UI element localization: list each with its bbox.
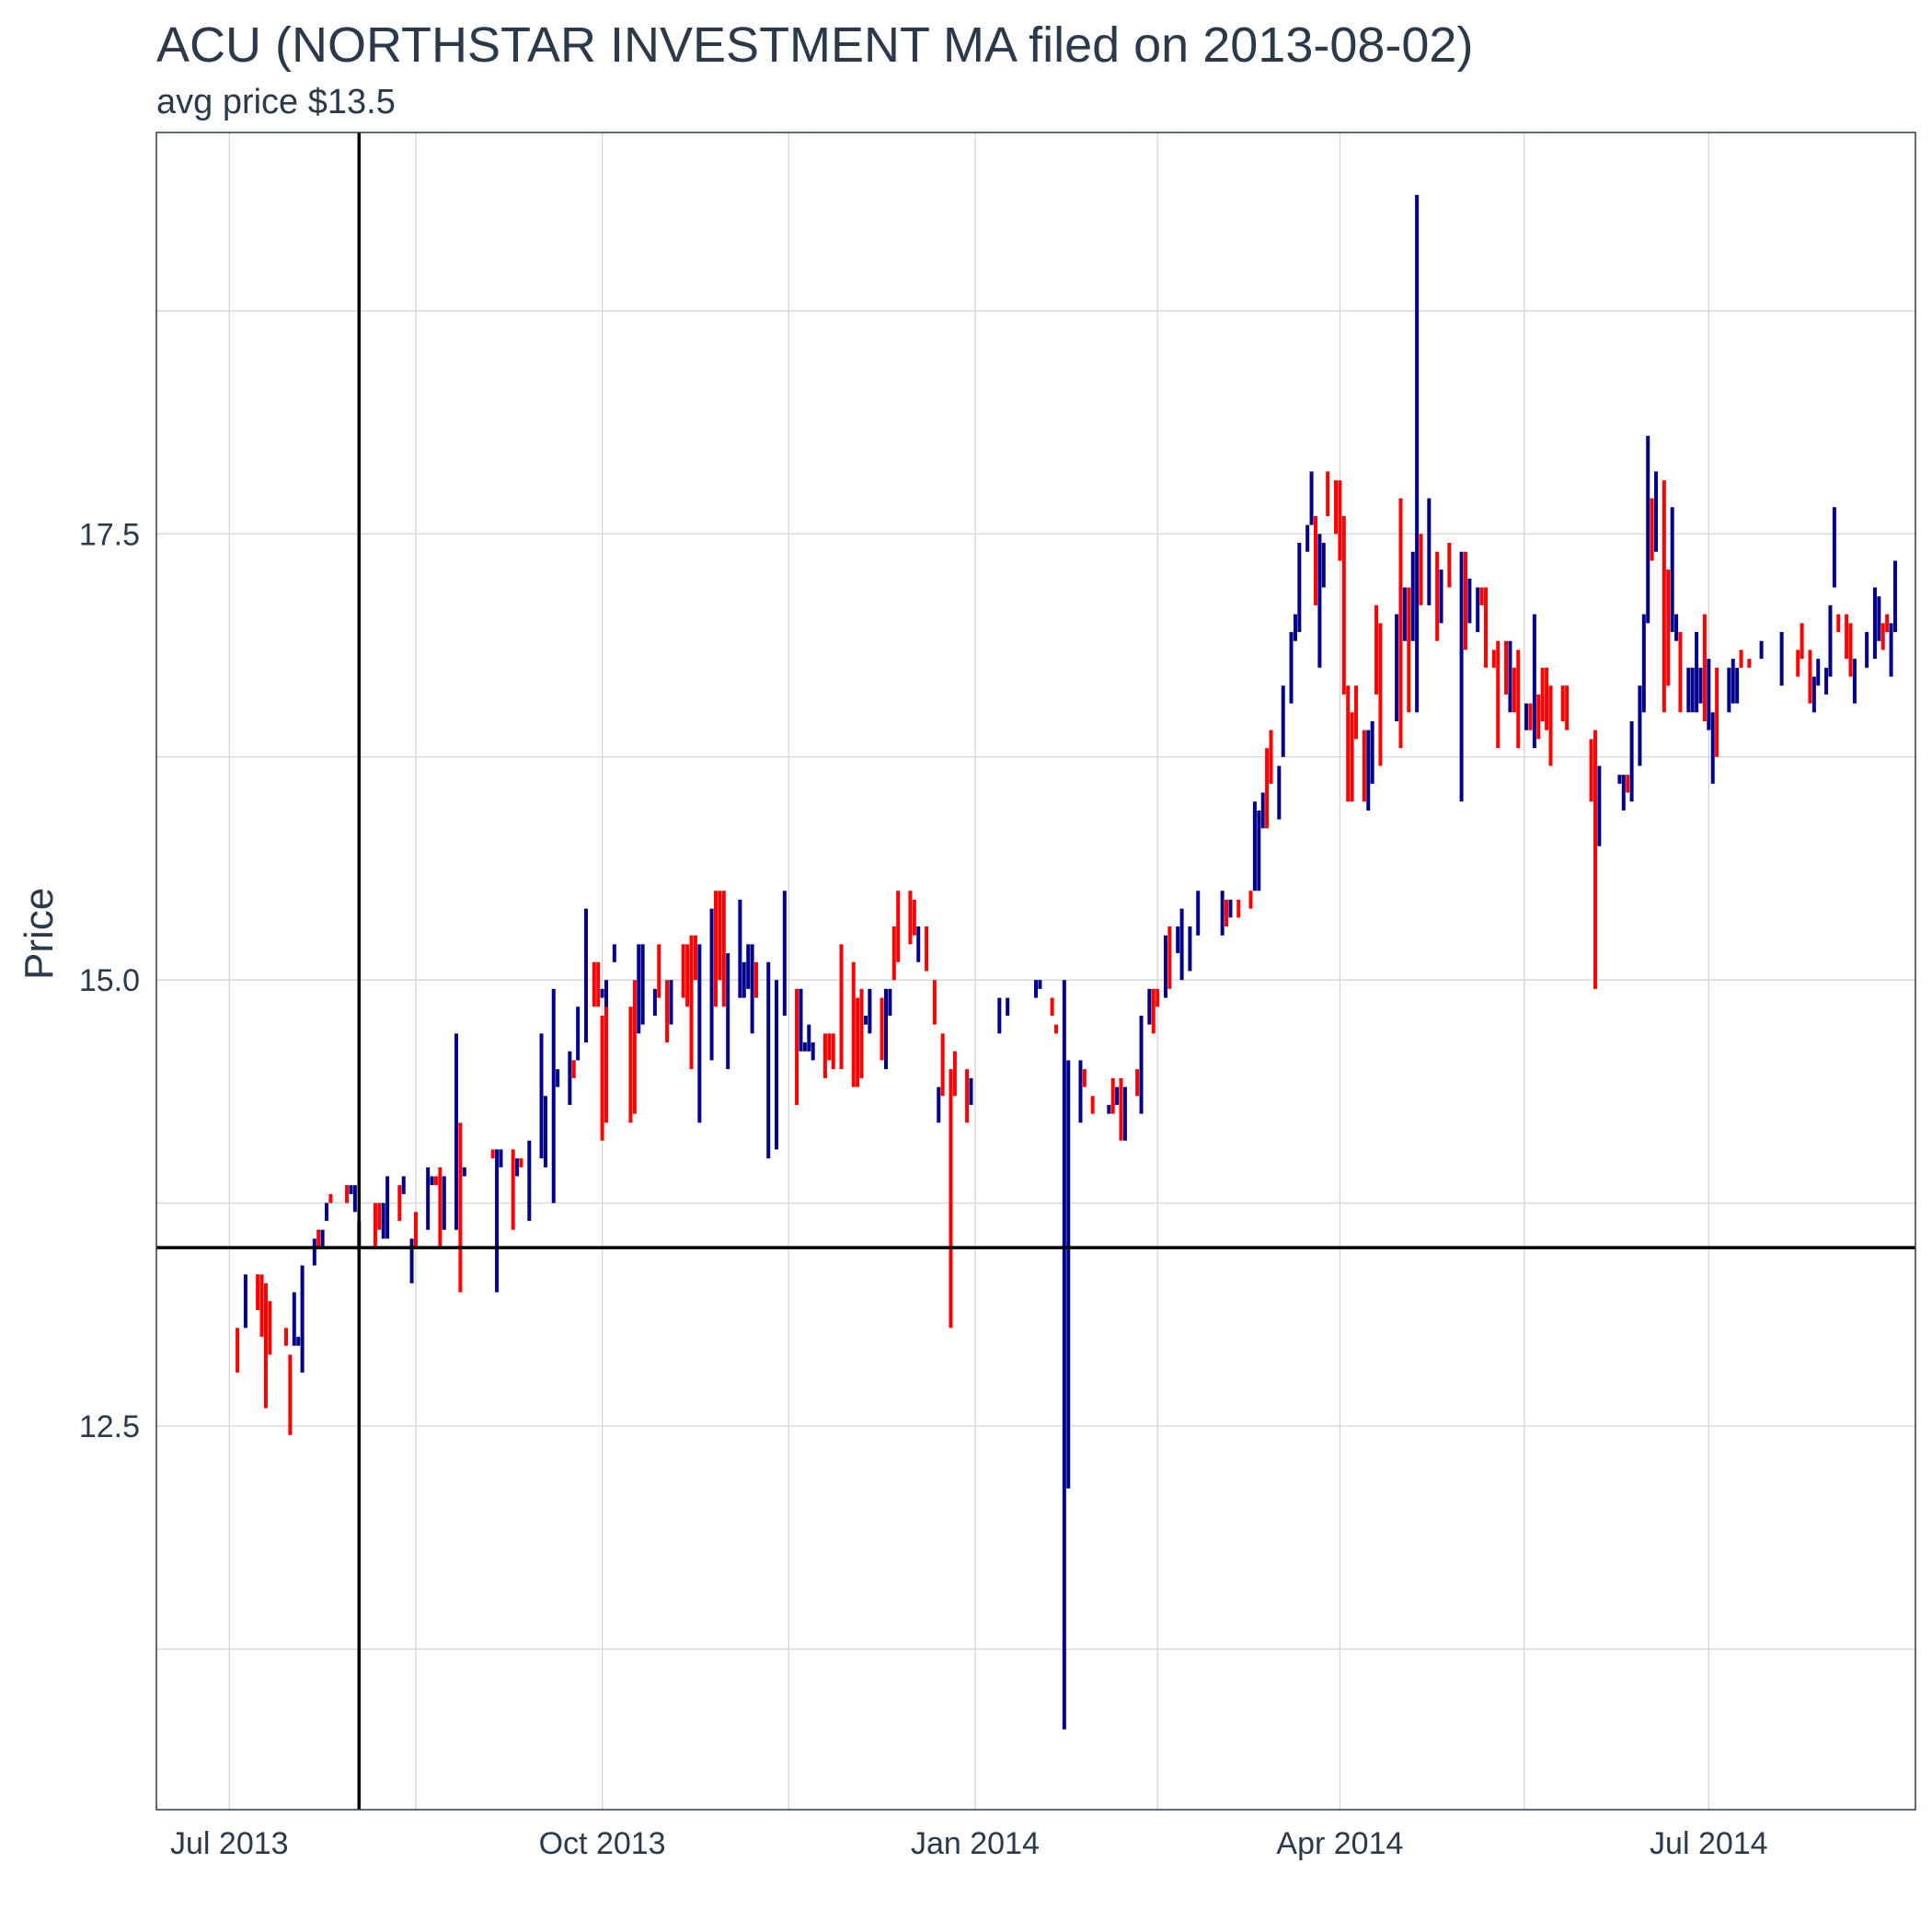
- plot-frame: [155, 132, 1916, 1811]
- y-tick-label: 15.0: [79, 963, 140, 998]
- x-tick-label: Apr 2014: [1276, 1826, 1403, 1861]
- y-tick-label: 12.5: [79, 1409, 140, 1444]
- x-tick-label: Jul 2014: [1650, 1826, 1768, 1861]
- axis-layer: 12.5 15.0 17.5 Jul 2013 Oct 2013 Jan 2014 Apr …: [79, 517, 1768, 1861]
- chart-subtitle: avg price $13.5: [156, 83, 396, 121]
- price-bars: [236, 194, 1897, 1730]
- grid-layer: [156, 132, 1915, 1810]
- y-tick-label: 17.5: [79, 517, 140, 552]
- x-tick-label: Jul 2013: [170, 1826, 289, 1861]
- reference-lines: [156, 132, 1915, 1810]
- chart-title: ACU (NORTHSTAR INVESTMENT MA filed on 20…: [156, 17, 1474, 73]
- x-tick-label: Jan 2014: [911, 1826, 1040, 1861]
- x-tick-label: Oct 2013: [539, 1826, 666, 1861]
